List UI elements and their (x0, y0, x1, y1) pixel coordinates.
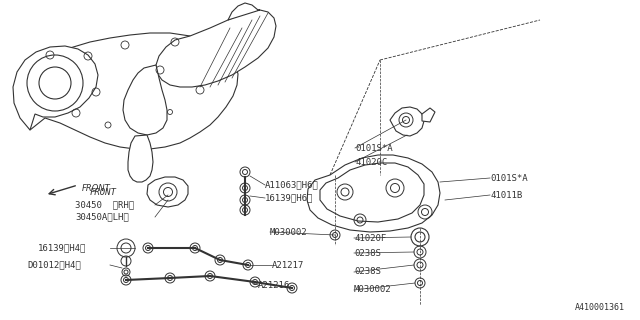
Text: 16139〈H6〉: 16139〈H6〉 (265, 194, 314, 203)
Text: D01012〈H4〉: D01012〈H4〉 (27, 260, 81, 269)
Polygon shape (128, 135, 153, 182)
Text: 16139〈H4〉: 16139〈H4〉 (38, 244, 86, 252)
Text: M030002: M030002 (270, 228, 308, 236)
Text: FRONT: FRONT (82, 183, 111, 193)
Polygon shape (422, 108, 435, 122)
Text: 0238S: 0238S (354, 249, 381, 258)
Polygon shape (13, 46, 98, 130)
Text: 0101S*A: 0101S*A (355, 143, 392, 153)
Text: 0238S: 0238S (354, 268, 381, 276)
Polygon shape (228, 3, 260, 20)
Polygon shape (307, 155, 440, 232)
Polygon shape (156, 10, 276, 87)
Polygon shape (390, 107, 424, 136)
Polygon shape (123, 65, 167, 135)
Polygon shape (320, 163, 424, 222)
Text: A11063〈H6〉: A11063〈H6〉 (265, 180, 319, 189)
Text: 41020F: 41020F (354, 234, 387, 243)
Text: 30450A〈LH〉: 30450A〈LH〉 (75, 212, 129, 221)
Text: M030002: M030002 (354, 285, 392, 294)
Text: FRONT: FRONT (90, 188, 117, 196)
Polygon shape (22, 33, 238, 149)
Polygon shape (147, 177, 188, 207)
Text: 0101S*A: 0101S*A (490, 173, 527, 182)
Text: A21217: A21217 (272, 260, 304, 269)
Text: A410001361: A410001361 (575, 303, 625, 312)
Text: 41020C: 41020C (355, 157, 387, 166)
Text: 30450  〈RH〉: 30450 〈RH〉 (75, 201, 134, 210)
Text: 41011B: 41011B (490, 190, 522, 199)
Text: A21216: A21216 (258, 281, 291, 290)
